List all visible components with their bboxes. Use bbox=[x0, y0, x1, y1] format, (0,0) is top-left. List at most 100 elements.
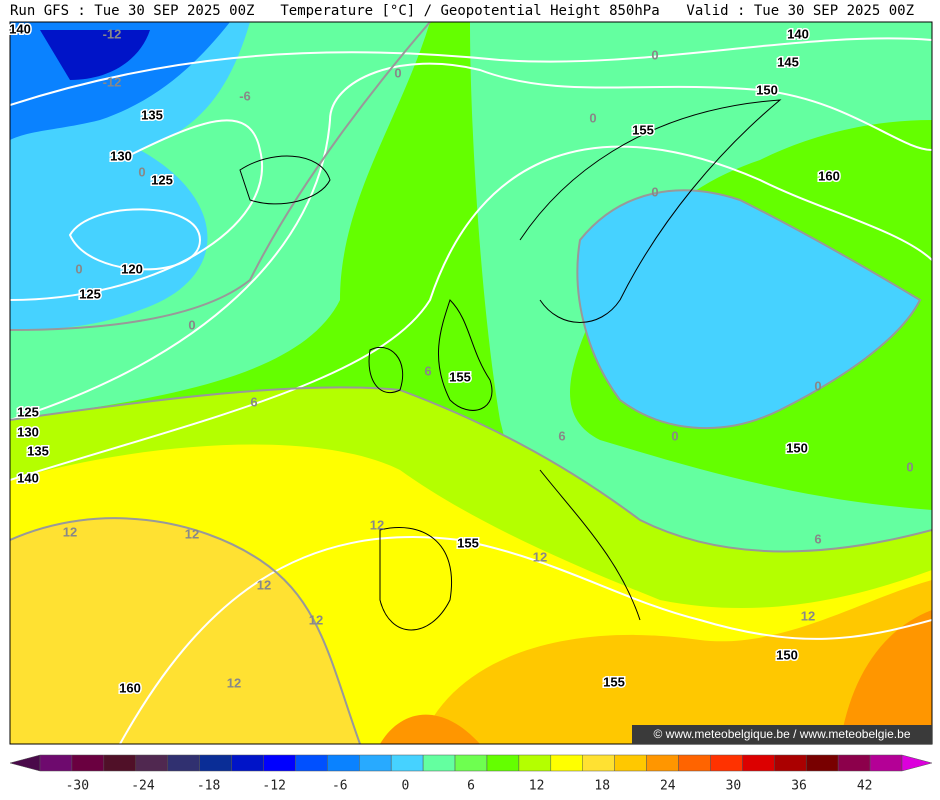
colorbar-tick-label: 42 bbox=[857, 779, 873, 794]
temperature-label: 0 bbox=[906, 459, 913, 474]
colorbar-band bbox=[774, 754, 807, 772]
height-label: 140 bbox=[9, 21, 31, 36]
run-label: Run GFS : Tue 30 SEP 2025 00Z bbox=[10, 3, 254, 19]
map-frame bbox=[9, 21, 933, 745]
temperature-label: 0 bbox=[188, 317, 195, 332]
field-darkorange-2 bbox=[380, 714, 480, 744]
colorbar-band bbox=[550, 754, 583, 772]
temperature-label: 12 bbox=[801, 608, 815, 623]
temperature-label: 0 bbox=[671, 428, 678, 443]
height-contours bbox=[10, 37, 932, 744]
height-label: 120 bbox=[121, 261, 143, 276]
title: Temperature [°C] / Geopotential Height 8… bbox=[280, 3, 659, 19]
height-label: 125 bbox=[151, 172, 173, 187]
watermark-box bbox=[632, 725, 932, 744]
colorbar-band bbox=[614, 754, 647, 772]
temperature-label: -12 bbox=[103, 74, 122, 89]
temperature-label: 0 bbox=[75, 261, 82, 276]
height-label: 160 bbox=[119, 680, 141, 695]
coastlines bbox=[239, 99, 782, 631]
field-orange bbox=[420, 580, 932, 744]
colorbar-tick-label: 12 bbox=[529, 779, 545, 794]
height-label: 135 bbox=[27, 443, 49, 458]
temperature-contours bbox=[10, 22, 932, 744]
temperature-label: -6 bbox=[239, 88, 251, 103]
colorbar-tick-label: 6 bbox=[467, 779, 475, 794]
height-label: 125 bbox=[79, 286, 101, 301]
colorbar: -30 -24 -18 -12 -6 0 6 12 18 24 30 36 42 bbox=[9, 754, 933, 794]
temperature-label: 6 bbox=[558, 428, 565, 443]
colorbar-band bbox=[869, 754, 903, 772]
temperature-label: 12 bbox=[227, 675, 241, 690]
colorbar-band bbox=[263, 754, 296, 772]
temperature-label: 12 bbox=[63, 524, 77, 539]
height-label: 155 bbox=[603, 674, 625, 689]
height-label: 140 bbox=[17, 470, 39, 485]
temperature-label: 0 bbox=[651, 47, 658, 62]
height-label: 135 bbox=[141, 107, 163, 122]
colorbar-band bbox=[422, 754, 456, 772]
field-darkblue bbox=[40, 30, 150, 80]
height-label: 145 bbox=[777, 54, 799, 69]
colorbar-band bbox=[231, 754, 264, 772]
colorbar-tick-label: 36 bbox=[791, 779, 807, 794]
colorbar-band bbox=[167, 754, 200, 772]
colorbar-band bbox=[486, 754, 520, 772]
height-label: 140 bbox=[787, 26, 809, 41]
temperature-label: 12 bbox=[533, 549, 547, 564]
temperature-label: 6 bbox=[814, 531, 821, 546]
colorbar-tick-label: -18 bbox=[197, 779, 220, 794]
height-label: 150 bbox=[776, 647, 798, 662]
colorbar-band bbox=[327, 754, 360, 772]
field-darkorange bbox=[840, 610, 932, 744]
temperature-label: 12 bbox=[185, 526, 199, 541]
colorbar-band bbox=[805, 754, 839, 772]
colorbar-band bbox=[390, 754, 424, 772]
colorbar-band bbox=[710, 754, 743, 772]
colorbar-tick-label: -24 bbox=[131, 779, 155, 794]
temperature-label: 0 bbox=[589, 110, 596, 125]
colorbar-band bbox=[454, 754, 488, 772]
temperature-label: -12 bbox=[103, 26, 122, 41]
colorbar-band bbox=[39, 754, 73, 772]
colorbar-band bbox=[135, 754, 168, 772]
temperature-label: 12 bbox=[309, 612, 323, 627]
height-label: 125 bbox=[17, 404, 39, 419]
colorbar-tick-label: -30 bbox=[66, 779, 89, 794]
temperature-label: 12 bbox=[370, 517, 384, 532]
colorbar-tick-label: 18 bbox=[594, 779, 610, 794]
height-label: 155 bbox=[632, 122, 654, 137]
temperature-label: 6 bbox=[250, 394, 257, 409]
colorbar-tick-label: -6 bbox=[332, 779, 348, 794]
height-label: 150 bbox=[756, 82, 778, 97]
temperature-label: 0 bbox=[138, 164, 145, 179]
height-label: 160 bbox=[818, 168, 840, 183]
colorbar-band bbox=[901, 754, 933, 772]
colorbar-band bbox=[646, 754, 679, 772]
height-label: 150 bbox=[786, 440, 808, 455]
temperature-label: 6 bbox=[424, 363, 431, 378]
height-label: 155 bbox=[457, 535, 479, 550]
watermark: © www.meteobelgique.be / www.meteobelgie… bbox=[654, 727, 911, 741]
temperature-label: 0 bbox=[814, 378, 821, 393]
colorbar-band bbox=[103, 754, 137, 772]
colorbar-tick-label: 30 bbox=[726, 779, 742, 794]
colorbar-tick-label: 0 bbox=[401, 779, 409, 794]
height-label: 130 bbox=[110, 148, 132, 163]
temperature-label: 0 bbox=[651, 184, 658, 199]
field-lightorange bbox=[10, 518, 360, 744]
colorbar-tick-label: -12 bbox=[262, 779, 285, 794]
colorbar-band bbox=[71, 754, 105, 772]
height-label: 130 bbox=[17, 424, 39, 439]
colorbar-band bbox=[359, 754, 392, 772]
colorbar-band bbox=[582, 754, 615, 772]
colorbar-band bbox=[295, 754, 328, 772]
height-label: 155 bbox=[449, 369, 471, 384]
colorbar-tick-label: 24 bbox=[660, 779, 676, 794]
colorbar-band bbox=[837, 754, 871, 772]
colorbar-band bbox=[678, 754, 711, 772]
temperature-label: 12 bbox=[257, 577, 271, 592]
